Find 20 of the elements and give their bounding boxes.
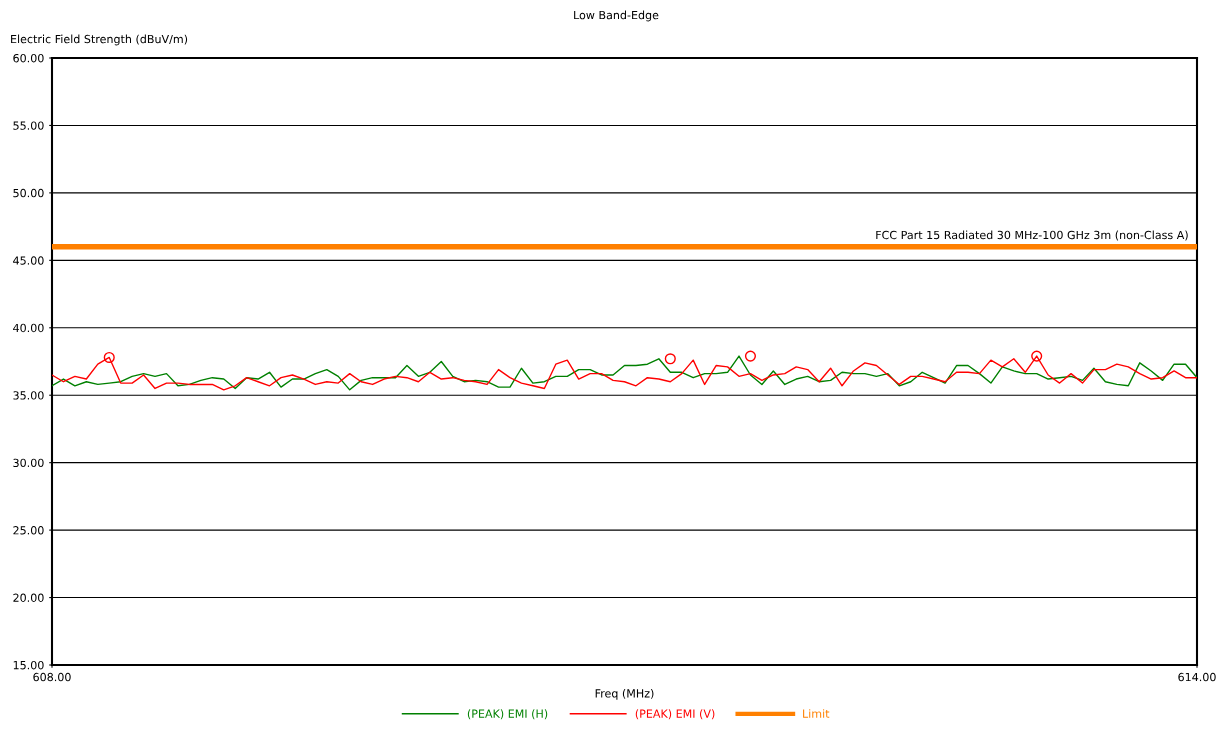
x-tick-label: 608.00 (33, 672, 71, 682)
legend-label: (PEAK) EMI (H) (467, 709, 548, 720)
y-tick-label: 45.00 (13, 256, 44, 265)
y-tick-label: 35.00 (13, 391, 44, 400)
text: (PEAK) EMI (V) (635, 709, 715, 720)
y-tick-label: 50.00 (13, 188, 44, 198)
y-tick-label: 30.00 (13, 458, 44, 468)
y-tick-label: 25.00 (13, 526, 44, 535)
x-axis-title: Freq (MHz) (595, 688, 654, 700)
y-tick-label: 15.00 (13, 660, 44, 670)
y-tick-label: 60.00 (13, 53, 44, 63)
y-axis-title: Electric Field Strength (dBuV/m) (11, 34, 188, 46)
chart-title: Low Band-Edge (574, 10, 659, 22)
y-tick-label: 20.00 (13, 593, 44, 602)
x-tick-label: 614.00 (1178, 672, 1216, 682)
y-tick-label: 55.00 (13, 121, 44, 130)
line-series (52, 355, 1197, 391)
y-tick-label: 40.00 (13, 323, 44, 333)
text: Limit (803, 709, 830, 718)
annotation: FCC Part 15 Radiated 30 MHz-100 GHz 3m (non-Class A) (876, 230, 1188, 241)
